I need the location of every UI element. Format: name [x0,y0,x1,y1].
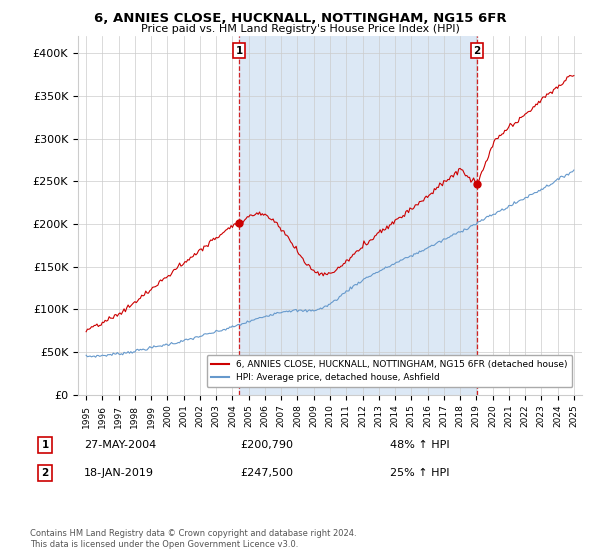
Text: £247,500: £247,500 [240,468,293,478]
Text: 1: 1 [235,46,242,56]
Text: 1: 1 [41,440,49,450]
Text: Price paid vs. HM Land Registry's House Price Index (HPI): Price paid vs. HM Land Registry's House … [140,24,460,34]
Text: 18-JAN-2019: 18-JAN-2019 [84,468,154,478]
Text: 48% ↑ HPI: 48% ↑ HPI [390,440,449,450]
Text: 2: 2 [41,468,49,478]
Bar [239,36,477,395]
Text: 6, ANNIES CLOSE, HUCKNALL, NOTTINGHAM, NG15 6FR: 6, ANNIES CLOSE, HUCKNALL, NOTTINGHAM, N… [94,12,506,25]
Legend: 6, ANNIES CLOSE, HUCKNALL, NOTTINGHAM, NG15 6FR (detached house), HPI: Average p: 6, ANNIES CLOSE, HUCKNALL, NOTTINGHAM, N… [206,355,572,387]
Text: Contains HM Land Registry data © Crown copyright and database right 2024.
This d: Contains HM Land Registry data © Crown c… [30,529,356,549]
Text: £200,790: £200,790 [240,440,293,450]
Text: 27-MAY-2004: 27-MAY-2004 [84,440,156,450]
Text: 2: 2 [473,46,481,56]
Text: 25% ↑ HPI: 25% ↑ HPI [390,468,449,478]
